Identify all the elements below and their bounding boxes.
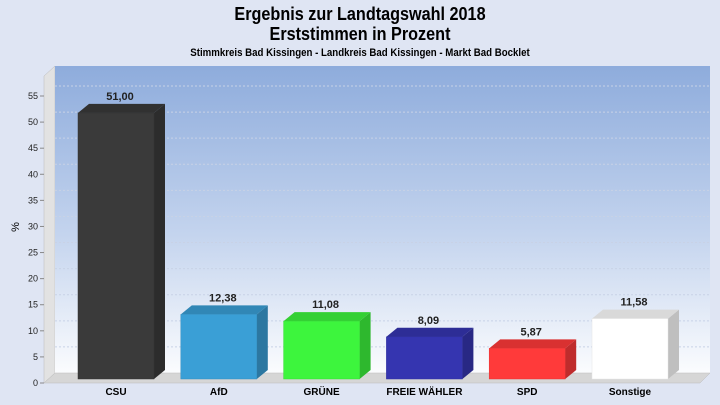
x-tick-label: Sonstige [609, 387, 652, 398]
x-tick-label: SPD [517, 387, 538, 398]
y-tick-label: 10 [28, 326, 38, 336]
bar-front [591, 318, 669, 380]
bar-top [180, 305, 268, 315]
bar-side [462, 327, 474, 379]
left-wall [43, 65, 56, 384]
bar-top [386, 327, 474, 337]
bar-value-label: 5,87 [520, 326, 541, 338]
bar-front [283, 320, 360, 380]
x-tick-label: FREIE WÄHLER [386, 385, 463, 398]
bar-top [78, 103, 165, 113]
chart-title: Ergebnis zur Landtagswahl 2018 [234, 4, 486, 24]
bar-top [283, 312, 371, 322]
bar-sonstige: 11,58 Sonstige [591, 297, 679, 398]
y-tick-label: 55 [28, 91, 38, 101]
bar-grüne: 11,08 GRÜNE [283, 299, 371, 398]
bar-side [256, 305, 268, 379]
bar-spd: 5,87 SPD [488, 326, 577, 398]
bar-afd: 12,38 AfD [180, 292, 268, 398]
y-tick-label: 0 [33, 378, 38, 388]
bar-csu: 51,00 CSU [77, 91, 165, 398]
y-tick-label: 5 [33, 352, 38, 362]
bar-top [592, 309, 679, 319]
y-tick-label: 45 [28, 143, 38, 153]
bar-side [565, 339, 577, 379]
bar-top [489, 339, 577, 349]
bar-value-label: 11,08 [312, 299, 339, 311]
bar-side [154, 103, 165, 379]
bar-side [359, 312, 371, 379]
bar-value-label: 8,09 [418, 315, 439, 327]
y-tick-label: 35 [28, 195, 38, 205]
y-tick-label: 25 [28, 248, 38, 258]
chart-subtitle: Erststimmen in Prozent [269, 24, 451, 44]
x-tick-label: GRÜNE [304, 385, 340, 398]
y-tick-label: 30 [28, 221, 38, 231]
bar-front [180, 314, 258, 380]
bar-freie-wähler: 8,09 FREIE WÄHLER [386, 315, 474, 398]
y-tick-label: 15 [28, 300, 38, 310]
x-tick-label: AfD [210, 387, 228, 398]
y-tick-label: 50 [28, 117, 38, 127]
bar-front [386, 336, 463, 380]
bar-front [488, 348, 566, 380]
x-tick-label: CSU [105, 387, 126, 398]
y-tick-label: 20 [28, 274, 38, 284]
bar-value-label: 12,38 [209, 292, 237, 304]
bar-side [668, 309, 679, 379]
chart-subtitle-region: Stimmkreis Bad Kissingen - Landkreis Bad… [190, 47, 530, 59]
bar-front [77, 112, 155, 380]
y-axis-label: % [10, 222, 22, 232]
bar-value-label: 51,00 [106, 91, 134, 103]
bar-value-label: 11,58 [621, 297, 648, 309]
y-tick-label: 40 [28, 169, 38, 179]
